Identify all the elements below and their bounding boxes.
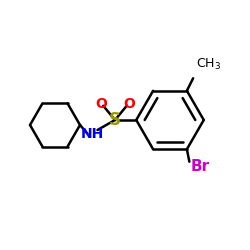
Text: S: S (109, 111, 121, 129)
Text: O: O (95, 97, 107, 111)
Text: NH: NH (81, 127, 104, 141)
Text: CH$_3$: CH$_3$ (196, 57, 221, 72)
Text: O: O (123, 97, 135, 111)
Text: Br: Br (190, 159, 210, 174)
